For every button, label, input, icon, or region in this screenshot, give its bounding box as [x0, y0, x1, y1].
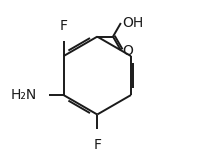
Text: H₂N: H₂N	[11, 88, 37, 102]
Text: F: F	[93, 138, 101, 152]
Text: OH: OH	[122, 16, 143, 30]
Text: F: F	[60, 19, 68, 33]
Text: O: O	[122, 44, 133, 58]
